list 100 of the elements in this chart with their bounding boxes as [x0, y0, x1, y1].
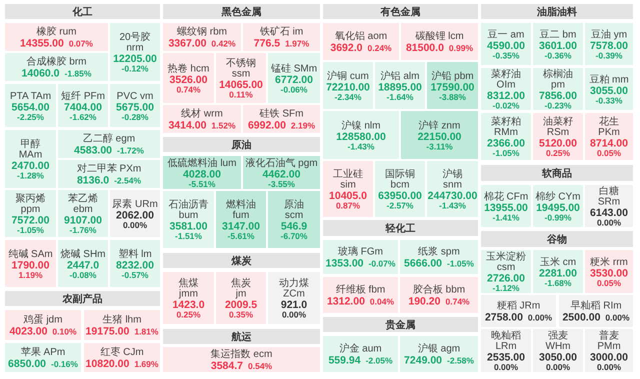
data-label: 0.35% [228, 310, 254, 320]
category-label: 碳酸锂 lcm [414, 30, 464, 42]
category-label: 石油沥青 bum [168, 198, 208, 221]
category-label: 焦炭 jm [231, 277, 251, 300]
data-label: 17590.00 [430, 81, 475, 94]
data-label: 2.19% [290, 120, 316, 130]
data-label: 14060.0 [22, 67, 60, 80]
data-label: -2.34% [334, 92, 362, 102]
category-label: 胶合板 bbm [412, 283, 466, 296]
data-label: -0.39% [596, 50, 623, 60]
data-label: 19175.00 [86, 325, 130, 338]
data-label: 546.9 [280, 220, 308, 232]
category-label: 菜籽油 OIm [491, 68, 521, 90]
data-label: 7249.00 [404, 354, 442, 366]
data-label: -0.28% [122, 112, 149, 122]
data-label: 4028.00 [183, 168, 222, 180]
data-label: -1.68% [544, 278, 572, 288]
data-label: 1.97% [285, 38, 310, 48]
data-label: 10820.00 [86, 358, 130, 370]
data-label: 4462.00 [262, 168, 301, 180]
data-label: 0.00% [546, 362, 570, 372]
text: 油脂油料 [536, 6, 577, 18]
category-label: 尿素 URm [112, 198, 158, 210]
data-label: 14355.00 [20, 37, 64, 50]
category-label: 纸浆 spm [418, 245, 460, 258]
data-label: -0.06% [280, 84, 308, 94]
data-label: 190.20 [408, 295, 441, 308]
category-label: 苯乙烯 ebm [68, 192, 98, 215]
category-label: 沪锌 znm [418, 119, 460, 132]
data-label: 5666.00 [404, 257, 442, 270]
category-label: 热卷 hcm [168, 62, 210, 74]
text: 谷物 [546, 234, 567, 246]
category-label: 红枣 CJm [100, 346, 144, 358]
category-label: 螺纹钢 rbm [177, 25, 227, 38]
data-label: 5120.00 [539, 138, 578, 150]
category-label: PTA TAm [10, 90, 52, 102]
data-label: 1790.00 [12, 259, 50, 272]
data-label: 1423.0 [172, 299, 205, 311]
data-label: 0.99% [448, 42, 474, 53]
category-label: 原油 scm [284, 198, 304, 221]
data-label: 1312.00 [326, 295, 366, 308]
data-label: -3.55% [268, 178, 296, 189]
data-label: -1.64% [386, 92, 414, 102]
category-label: 线材 wrm [181, 107, 223, 120]
data-label: -1.05% [447, 258, 474, 268]
data-label: -0.36% [544, 50, 572, 60]
category-label: 沪铜 cum [327, 70, 369, 82]
data-label: 2500.00 [562, 311, 601, 324]
data-label: 8136.0 [76, 174, 110, 186]
category-label: 集运指数 ecm [210, 348, 272, 360]
category-label: 硅铁 SFm [258, 107, 304, 120]
data-label: -5.51% [188, 178, 216, 189]
data-label: 1.69% [134, 358, 159, 369]
data-label: -1.85% [64, 68, 92, 78]
data-label: 3581.00 [170, 220, 208, 232]
category-label: 棉花 CFm [484, 190, 528, 202]
category-label: 玉米 cm [540, 256, 576, 268]
data-label: 7856.00 [539, 90, 578, 102]
data-label: -1.43% [348, 141, 375, 152]
data-label: 128580.00 [336, 130, 386, 143]
data-label: 0.04% [370, 296, 394, 306]
category-label: 粳米 rrm [590, 256, 628, 268]
data-label: 559.94 [328, 354, 361, 366]
data-label: 2009.5 [224, 299, 258, 311]
data-label: -1.12% [492, 283, 520, 293]
data-label: 72210.00 [326, 81, 370, 94]
data-label: 3414.00 [168, 119, 207, 132]
data-label: 0.00% [596, 362, 622, 372]
text: 贵金属 [384, 319, 416, 331]
data-label: -0.02% [492, 100, 520, 110]
text: 化工 [72, 6, 92, 18]
data-label: 3692.0 [330, 42, 363, 54]
data-label: 7572.00 [12, 214, 50, 226]
text: 原油 [230, 139, 252, 151]
data-label: 6850.00 [8, 358, 46, 370]
data-label: 0.05% [596, 148, 622, 158]
data-label: 6772.00 [275, 74, 314, 86]
text: 轻化工 [384, 222, 416, 234]
category-label: 工业硅 sim [333, 168, 363, 190]
data-label: 2366.00 [487, 138, 526, 150]
data-label: 0.24% [368, 42, 392, 53]
data-label: 4583.00 [74, 144, 112, 156]
category-label: 棉纱 CYm [536, 190, 580, 202]
category-label: 乙二醇 egm [82, 132, 136, 144]
category-label: 纯碱 SAm [8, 248, 53, 260]
category-label: 棕榈油 pm [543, 68, 573, 90]
text: 煤炭 [230, 255, 252, 267]
data-label: 0.11% [229, 90, 254, 100]
data-label: -2.05% [366, 355, 393, 366]
category-label: 沪金 aum [339, 342, 382, 354]
category-label: 焦煤 jmm [178, 277, 198, 300]
data-label: 7578.00 [590, 40, 628, 52]
data-label: 14065.00 [219, 79, 264, 91]
category-label: 聚丙烯 ppm [16, 192, 46, 215]
text: 农副产品 [62, 293, 102, 305]
data-label: 22150.00 [418, 130, 462, 143]
data-label: 63950.00 [378, 190, 422, 202]
data-label: 3526.00 [170, 74, 208, 86]
data-label: -0.08% [70, 270, 97, 280]
data-label: -6.70% [280, 231, 308, 241]
